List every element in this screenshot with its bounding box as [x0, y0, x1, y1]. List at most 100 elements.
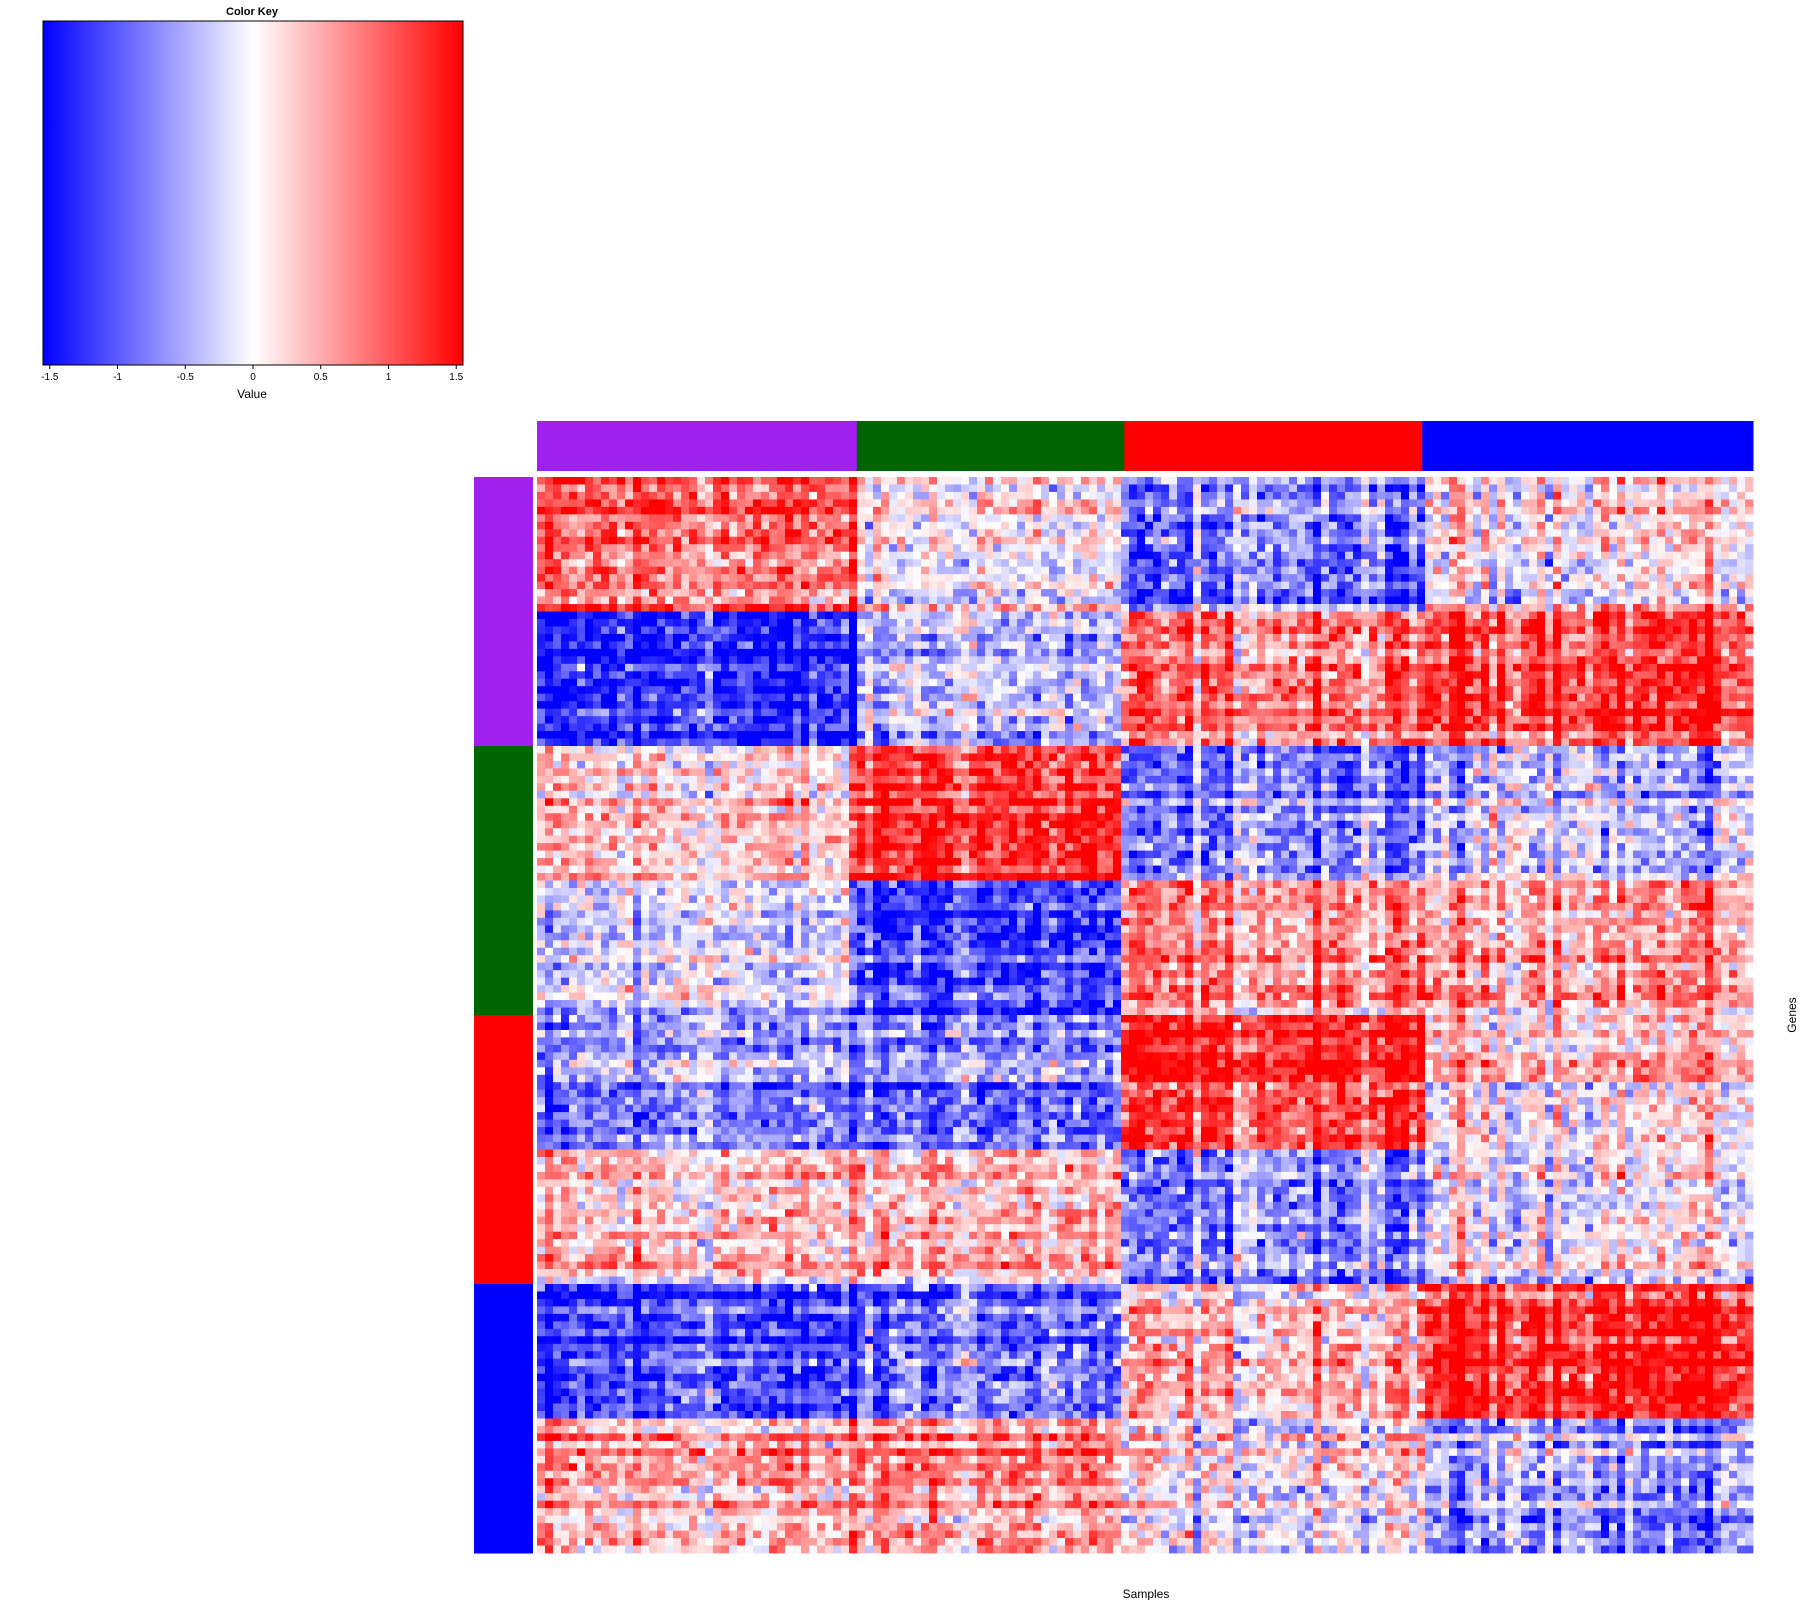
heat-cell — [1561, 551, 1570, 560]
heat-cell — [1553, 521, 1562, 530]
heat-cell — [1377, 686, 1386, 695]
heat-cell — [945, 529, 954, 538]
heat-cell — [721, 678, 730, 687]
heat-cell — [1377, 514, 1386, 523]
heat-cell — [857, 678, 866, 687]
heat-cell — [1233, 596, 1242, 605]
heat-cell — [1481, 671, 1490, 680]
color-key-tick-label: 1.5 — [449, 372, 463, 383]
heat-cell — [1609, 581, 1618, 590]
heat-cell — [1561, 693, 1570, 702]
heat-cell — [1129, 611, 1138, 620]
heat-cell — [1033, 708, 1042, 717]
heat-cell — [609, 678, 618, 687]
heat-cell — [1705, 544, 1714, 553]
heat-cell — [1177, 648, 1186, 657]
heat-cell — [633, 491, 642, 500]
heat-cell — [1193, 477, 1202, 485]
heat-cell — [1665, 656, 1674, 665]
color-key-tick-label: 1 — [386, 372, 392, 383]
heat-cell — [1409, 663, 1418, 672]
heat-cell — [1673, 521, 1682, 530]
heat-cell — [1257, 641, 1266, 650]
heat-cell — [1057, 499, 1066, 508]
heat-cell — [945, 701, 954, 710]
heat-cell — [1545, 581, 1554, 590]
heat-cell — [889, 716, 898, 724]
heat-cell — [1513, 604, 1522, 612]
heat-cell — [1201, 693, 1210, 702]
heat-cell — [1145, 678, 1154, 687]
heat-cell — [1041, 484, 1050, 493]
heat-cell — [1217, 589, 1226, 597]
heat-cell — [969, 678, 978, 687]
heat-cell — [1073, 656, 1082, 665]
heat-cell — [1537, 626, 1546, 635]
heat-cell — [1697, 529, 1706, 538]
heat-cell — [1265, 641, 1274, 650]
heat-cell — [889, 641, 898, 650]
heat-cell — [1513, 484, 1522, 493]
heat-cell — [1329, 671, 1338, 680]
heat-cell — [745, 633, 754, 642]
heat-cell — [1217, 551, 1226, 560]
heat-cell — [1617, 484, 1626, 493]
heat-cell — [1065, 701, 1074, 710]
heat-cell — [1145, 559, 1154, 568]
heat-cell — [1473, 648, 1482, 657]
heat-cell — [769, 596, 778, 605]
heat-cell — [1657, 589, 1666, 597]
heat-cell — [1737, 484, 1746, 493]
heat-cell — [721, 693, 730, 702]
heat-cell — [1433, 686, 1442, 695]
heat-cell — [1657, 529, 1666, 538]
heat-cell — [681, 589, 690, 597]
heat-cell — [1217, 693, 1226, 702]
heat-cell — [809, 521, 818, 530]
heat-cell — [905, 521, 914, 530]
heat-cell — [1017, 686, 1026, 695]
heat-cell — [809, 506, 818, 515]
heat-cell — [1465, 618, 1474, 627]
heat-cell — [1601, 693, 1610, 702]
heat-cell — [1569, 491, 1578, 500]
heat-cell — [537, 574, 546, 583]
heat-cell — [1353, 656, 1362, 665]
heat-cell — [721, 701, 730, 710]
heat-cell — [1377, 589, 1386, 597]
heat-cell — [817, 544, 826, 553]
heat-cell — [889, 574, 898, 583]
heat-cell — [993, 491, 1002, 500]
heat-cell — [1105, 514, 1114, 523]
heat-cell — [945, 589, 954, 597]
heat-cell — [1449, 701, 1458, 710]
heat-cell — [1641, 604, 1650, 612]
heat-cell — [1737, 633, 1746, 642]
heat-cell — [1129, 574, 1138, 583]
heat-cell — [817, 678, 826, 687]
heat-cell — [1601, 671, 1610, 680]
heat-cell — [689, 477, 698, 485]
heat-cell — [993, 477, 1002, 485]
heat-cell — [1697, 506, 1706, 515]
heat-cell — [953, 566, 962, 575]
heat-cell — [1089, 514, 1098, 523]
heat-cell — [1617, 574, 1626, 583]
heat-cell — [537, 559, 546, 568]
heat-cell — [961, 491, 970, 500]
heat-cell — [673, 521, 682, 530]
column-group-purple — [537, 421, 858, 471]
heat-cell — [737, 536, 746, 545]
heat-cell — [801, 618, 810, 627]
heat-cell — [1185, 596, 1194, 605]
heat-cell — [1105, 491, 1114, 500]
heat-cell — [1129, 559, 1138, 568]
heat-cell — [1369, 499, 1378, 508]
heat-cell — [553, 491, 562, 500]
heat-cell — [713, 484, 722, 493]
heat-cell — [801, 491, 810, 500]
heat-cell — [649, 648, 658, 657]
heat-cell — [1033, 566, 1042, 575]
heat-cell — [1689, 484, 1698, 493]
heat-cell — [729, 604, 738, 612]
